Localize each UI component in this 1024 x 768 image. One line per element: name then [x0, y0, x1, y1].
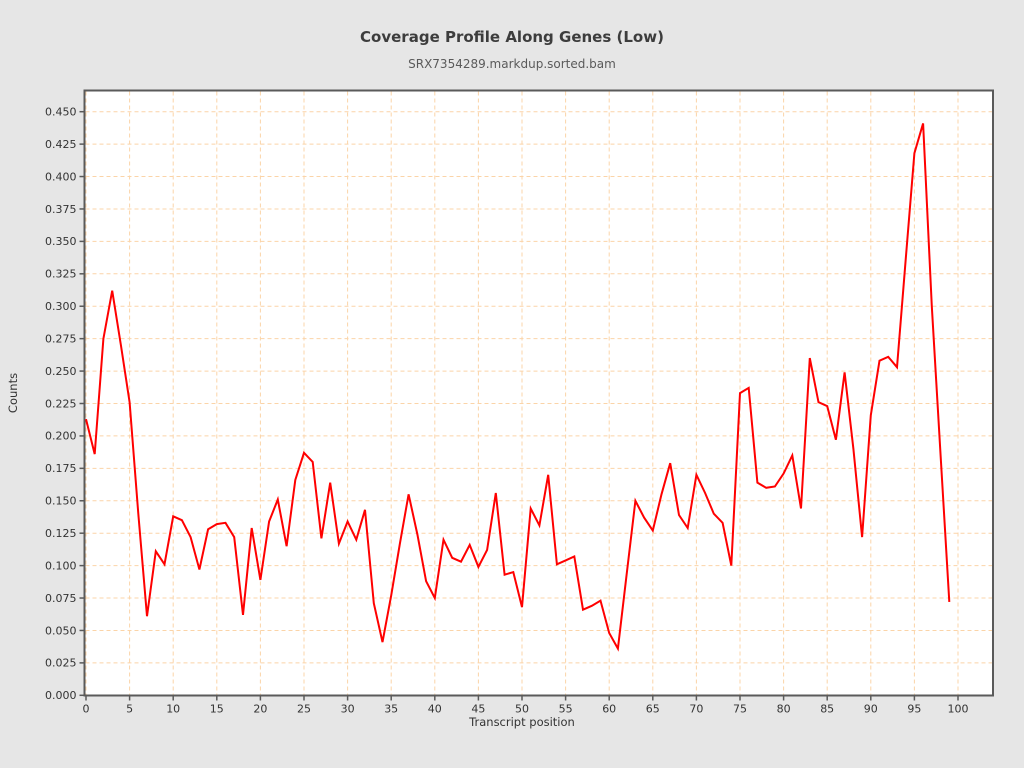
- y-tick-label: 0.225: [45, 397, 77, 410]
- y-tick-label: 0.200: [45, 430, 77, 443]
- x-tick-label: 65: [646, 703, 660, 716]
- y-tick-label: 0.400: [45, 170, 77, 183]
- x-tick-label: 55: [559, 703, 573, 716]
- x-tick-label: 60: [602, 703, 616, 716]
- y-tick-label: 0.425: [45, 138, 77, 151]
- y-tick-label: 0.450: [45, 106, 77, 119]
- x-tick-label: 80: [777, 703, 791, 716]
- x-tick-label: 15: [210, 703, 224, 716]
- y-tick-label: 0.325: [45, 268, 77, 281]
- x-tick-label: 95: [907, 703, 921, 716]
- y-tick-label: 0.025: [45, 657, 77, 670]
- x-tick-label: 10: [166, 703, 180, 716]
- y-tick-label: 0.175: [45, 462, 77, 475]
- plot-panel: [83, 89, 994, 697]
- x-tick-label: 35: [384, 703, 398, 716]
- x-tick-label: 25: [297, 703, 311, 716]
- y-tick-label: 0.125: [45, 527, 77, 540]
- x-axis-title: Transcript position: [469, 715, 575, 729]
- y-tick-label: 0.150: [45, 495, 77, 508]
- y-tick-label: 0.100: [45, 559, 77, 572]
- x-tick-label: 40: [428, 703, 442, 716]
- x-tick-label: 90: [864, 703, 878, 716]
- y-tick-label: 0.275: [45, 332, 77, 345]
- chart-title: Coverage Profile Along Genes (Low): [360, 28, 664, 46]
- y-tick-label: 0.300: [45, 300, 77, 313]
- x-tick-label: 20: [253, 703, 267, 716]
- y-tick-label: 0.250: [45, 365, 77, 378]
- y-axis-title: Counts: [6, 372, 20, 414]
- x-tick-label: 75: [733, 703, 747, 716]
- x-tick-label: 45: [471, 703, 485, 716]
- chart-subtitle: SRX7354289.markdup.sorted.bam: [408, 57, 616, 71]
- x-tick-label: 5: [126, 703, 133, 716]
- x-tick-label: 70: [689, 703, 703, 716]
- x-tick-label: 0: [83, 703, 90, 716]
- x-tick-label: 50: [515, 703, 529, 716]
- coverage-series-line: [85, 123, 951, 652]
- y-tick-label: 0.350: [45, 235, 77, 248]
- x-tick-label: 100: [948, 703, 969, 716]
- x-tick-label: 85: [820, 703, 834, 716]
- y-tick-label: 0.050: [45, 624, 77, 637]
- y-tick-label: 0.000: [45, 689, 77, 702]
- y-tick-label: 0.375: [45, 203, 77, 216]
- x-tick-label: 30: [341, 703, 355, 716]
- y-tick-label: 0.075: [45, 592, 77, 605]
